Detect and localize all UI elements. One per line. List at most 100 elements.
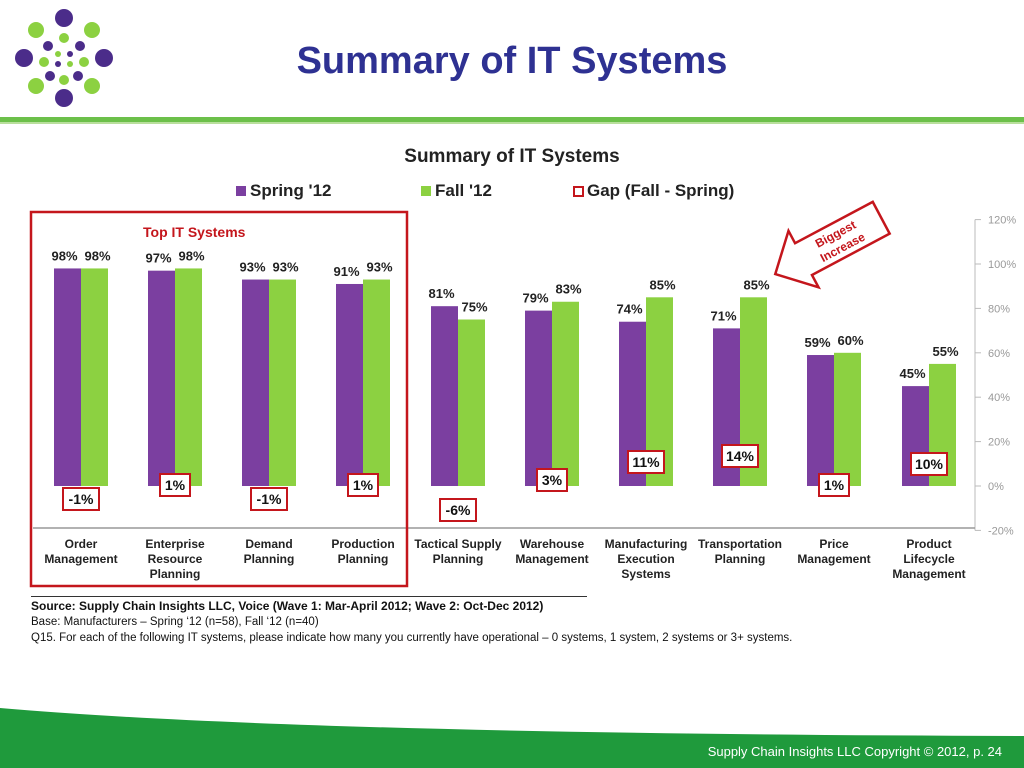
bar-spring [431, 306, 458, 486]
bar-spring [525, 310, 552, 486]
gap-label: 10% [915, 456, 944, 472]
y-tick-label: 100% [988, 259, 1016, 271]
legend-label: Spring '12 [250, 181, 332, 200]
data-label-spring: 91% [333, 264, 359, 279]
gap-box [627, 450, 665, 474]
bar-fall [552, 301, 579, 486]
legend-swatch [236, 186, 246, 196]
data-label-fall: 98% [84, 248, 110, 263]
gap-box [910, 452, 948, 476]
gap-label: 1% [824, 477, 845, 493]
category-label: Price [819, 537, 849, 551]
category-labels: OrderManagementEnterpriseResourcePlannin… [44, 537, 965, 581]
data-label-spring: 79% [522, 291, 548, 306]
question-line: Q15. For each of the following IT system… [31, 632, 793, 644]
y-tick-label: 0% [988, 481, 1004, 493]
gap-box [159, 473, 191, 497]
category-label: Transportation [698, 537, 782, 551]
highlight-box [29, 210, 409, 588]
data-label-fall: 85% [649, 277, 675, 292]
footer-text: Supply Chain Insights LLC Copyright © 20… [707, 744, 1002, 759]
bar-spring [242, 279, 269, 486]
data-label-spring: 45% [899, 366, 925, 381]
category-label: Lifecycle [903, 552, 955, 566]
gap-box [439, 498, 477, 522]
y-tick-label: 120% [988, 215, 1016, 227]
highlight-label: Top IT Systems [143, 224, 246, 240]
gap-box [721, 444, 759, 468]
y-tick-label: -20% [988, 525, 1014, 537]
bar-chart: Summary of IT Systems Spring '12 Fall '12… [29, 146, 1016, 588]
gap-label: 3% [542, 472, 563, 488]
bar-fall [175, 268, 202, 486]
data-labels: 98% 97% 93% 91% 81% 79% 74% 71% 59% 45% 98% 98% 93% 9… [51, 248, 958, 381]
data-label-spring: 71% [710, 308, 736, 323]
legend-swatch [421, 186, 431, 196]
bar-series [54, 268, 956, 486]
gap-label: -6% [446, 502, 471, 518]
legend-label: Gap (Fall - Spring) [587, 181, 734, 200]
y-axis: 120% 100% 80% 60% 40% 20% 0% -20% [33, 215, 1016, 537]
bar-spring [807, 355, 834, 486]
gap-label: 11% [632, 454, 660, 470]
category-label: Resource [148, 552, 203, 566]
gap-label: 1% [165, 477, 186, 493]
top-systems-highlight: Top IT Systems [29, 210, 409, 588]
data-label-spring: 93% [239, 260, 265, 275]
data-label-spring: 98% [51, 248, 77, 263]
arrow-shape [773, 200, 892, 290]
category-label: Management [44, 552, 117, 566]
data-label-spring: 97% [145, 251, 171, 266]
bar-fall [834, 352, 861, 486]
data-label-spring: 74% [616, 302, 642, 317]
category-label: Management [892, 567, 965, 581]
category-label: Order [65, 537, 98, 551]
category-label: Planning [150, 567, 201, 581]
data-label-fall: 55% [932, 344, 958, 359]
data-label-fall: 93% [366, 260, 392, 275]
base-line: Base: Manufacturers – Spring ‘12 (n=58),… [31, 616, 319, 628]
category-label: Systems [621, 567, 671, 581]
source-line: Source: Supply Chain Insights LLC, Voice… [31, 599, 544, 613]
bar-spring [336, 283, 363, 486]
bar-fall [81, 268, 108, 486]
gap-label: 1% [353, 477, 374, 493]
data-label-spring: 81% [428, 286, 454, 301]
bar-spring [148, 270, 175, 486]
chart-title: Summary of IT Systems [404, 146, 619, 167]
gap-labels: -1% 1% -1% 1% -6% 3% 11% 14% 1% 10% [62, 444, 948, 522]
slide-title: Summary of IT Systems [296, 40, 728, 82]
footer-bar [0, 736, 1024, 768]
y-tick-label: 80% [988, 303, 1010, 315]
y-tick-label: 20% [988, 437, 1010, 449]
bar-spring [54, 268, 81, 486]
category-label: Planning [433, 552, 484, 566]
category-label: Manufacturing [605, 537, 688, 551]
title-divider [0, 117, 1024, 122]
bar-fall [363, 279, 390, 486]
data-label-fall: 75% [461, 300, 487, 315]
category-label: Management [797, 552, 870, 566]
title-divider-light [0, 122, 1024, 124]
category-label: Planning [338, 552, 389, 566]
category-label: Demand [245, 537, 292, 551]
bar-fall [269, 279, 296, 486]
footer-wedge [0, 708, 1024, 738]
legend-label: Fall '12 [435, 181, 492, 200]
category-label: Planning [715, 552, 766, 566]
category-label: Planning [244, 552, 295, 566]
company-logo [15, 9, 113, 107]
data-label-fall: 85% [743, 277, 769, 292]
gap-label: -1% [257, 491, 282, 507]
category-label: Warehouse [520, 537, 585, 551]
gap-label: -1% [69, 491, 94, 507]
category-label: Enterprise [145, 537, 205, 551]
category-label: Production [331, 537, 394, 551]
data-label-fall: 93% [272, 260, 298, 275]
gap-box [818, 473, 850, 497]
gap-box [62, 487, 100, 511]
gap-box [536, 468, 568, 492]
chart-legend: Spring '12 Fall '12 Gap (Fall - Spring) [236, 181, 734, 200]
data-label-fall: 83% [555, 282, 581, 297]
